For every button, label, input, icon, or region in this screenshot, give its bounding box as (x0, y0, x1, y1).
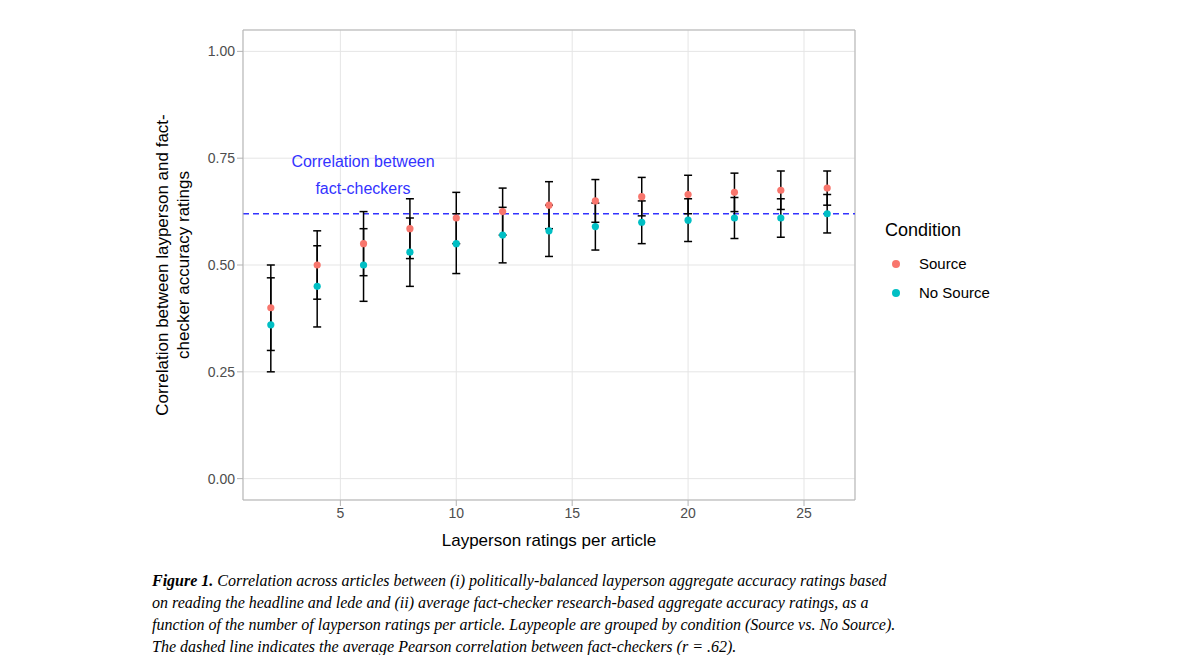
html-text:The dashed line indicates the: The dashed line indicates the average Pe… (152, 638, 737, 655)
svg-text:15: 15 (564, 505, 580, 521)
svg-text:10: 10 (448, 505, 464, 521)
svg-text:0.25: 0.25 (208, 364, 235, 380)
html-text:Condition: Condition (885, 220, 962, 240)
html-text:No Source: No Source (919, 284, 990, 301)
html-text:Source: Source (919, 255, 967, 272)
svg-text:Layperson ratings per article: Layperson ratings per article (442, 531, 657, 550)
svg-text:5: 5 (336, 505, 344, 521)
svg-text:Correlation betweenfact-checke: Correlation betweenfact-checkers (291, 153, 434, 197)
svg-text:25: 25 (796, 505, 812, 521)
html-text:on reading the headline and le: on reading the headline and lede and (ii… (152, 594, 869, 611)
html-text:function of the number of layp: function of the number of layperson rati… (152, 616, 896, 633)
svg-text:0.00: 0.00 (208, 471, 235, 487)
html-text:Figure 1. Correlation across a: Figure 1. Correlation across articles be… (152, 572, 887, 589)
svg-text:1.00: 1.00 (208, 43, 235, 59)
svg-text:0.75: 0.75 (208, 150, 235, 166)
svg-text:Correlation between layperson: Correlation between layperson and fact-c… (153, 114, 193, 415)
svg-text:20: 20 (680, 505, 696, 521)
svg-text:0.50: 0.50 (208, 257, 235, 273)
